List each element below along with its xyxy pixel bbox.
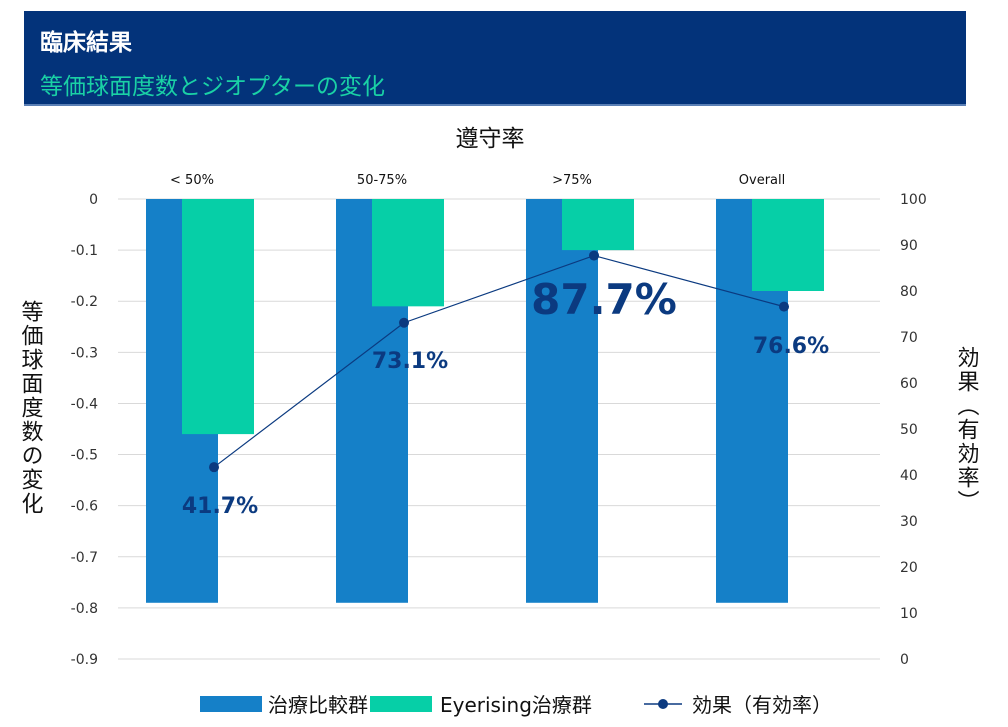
efficacy-point — [589, 250, 599, 261]
category-label: < 50% — [170, 173, 214, 188]
y2-tick-label: 0 — [900, 652, 909, 668]
y-axis-title: 等価球面度数の変化 — [18, 300, 44, 516]
y2-axis-title: 効果（有効率） — [954, 346, 980, 514]
y-tick-label: -0.8 — [71, 601, 98, 617]
y2-tick-label: 80 — [900, 284, 918, 300]
y-tick-label: -0.4 — [71, 396, 98, 412]
category-label: 50-75% — [357, 173, 407, 188]
data-label: 41.7% — [182, 494, 258, 519]
legend-swatch-eyerising — [370, 696, 432, 712]
y2-tick-label: 50 — [900, 422, 918, 438]
header-title: 臨床結果 — [40, 30, 132, 56]
data-label: 76.6% — [753, 334, 829, 359]
legend-label: 治療比較群 — [268, 693, 368, 717]
y-tick-label: -0.2 — [71, 294, 98, 310]
y-tick-label: -0.6 — [71, 499, 98, 515]
y-tick-label: -0.7 — [71, 550, 98, 566]
category-label: >75% — [552, 173, 592, 188]
y2-tick-label: 30 — [900, 514, 918, 530]
legend-swatch-comparison — [200, 696, 262, 712]
y-tick-label: -0.9 — [71, 652, 98, 668]
bar-comparison — [526, 199, 598, 603]
bar-eyerising — [752, 199, 824, 291]
legend-label: Eyerising治療群 — [440, 693, 592, 717]
y-tick-label: 0 — [89, 192, 98, 208]
category-label: Overall — [739, 173, 785, 188]
y2-tick-label: 40 — [900, 468, 918, 484]
y-tick-label: -0.3 — [71, 345, 98, 361]
header-banner: 臨床結果 等価球面度数とジオプターの変化 — [24, 11, 966, 106]
y2-tick-label: 90 — [900, 238, 918, 254]
y-tick-label: -0.1 — [71, 243, 98, 259]
data-label: 73.1% — [372, 349, 448, 374]
y2-tick-label: 10 — [900, 606, 918, 622]
efficacy-point — [399, 317, 409, 328]
legend-label: 効果（有効率） — [692, 693, 832, 717]
legend-marker-icon — [658, 699, 668, 709]
bar-eyerising — [182, 199, 254, 435]
y2-tick-label: 60 — [900, 376, 918, 392]
chart-title: 遵守率 — [456, 126, 525, 152]
data-label: 87.7% — [531, 275, 677, 324]
header-subtitle: 等価球面度数とジオプターの変化 — [40, 74, 385, 100]
bar-eyerising — [562, 199, 634, 251]
efficacy-point — [209, 462, 219, 473]
bar-eyerising — [372, 199, 444, 307]
y2-tick-label: 70 — [900, 330, 918, 346]
y2-tick-label: 100 — [900, 192, 927, 208]
efficacy-line — [213, 254, 785, 468]
y-tick-label: -0.5 — [71, 448, 98, 464]
y2-tick-label: 20 — [900, 560, 918, 576]
efficacy-point — [779, 301, 789, 312]
